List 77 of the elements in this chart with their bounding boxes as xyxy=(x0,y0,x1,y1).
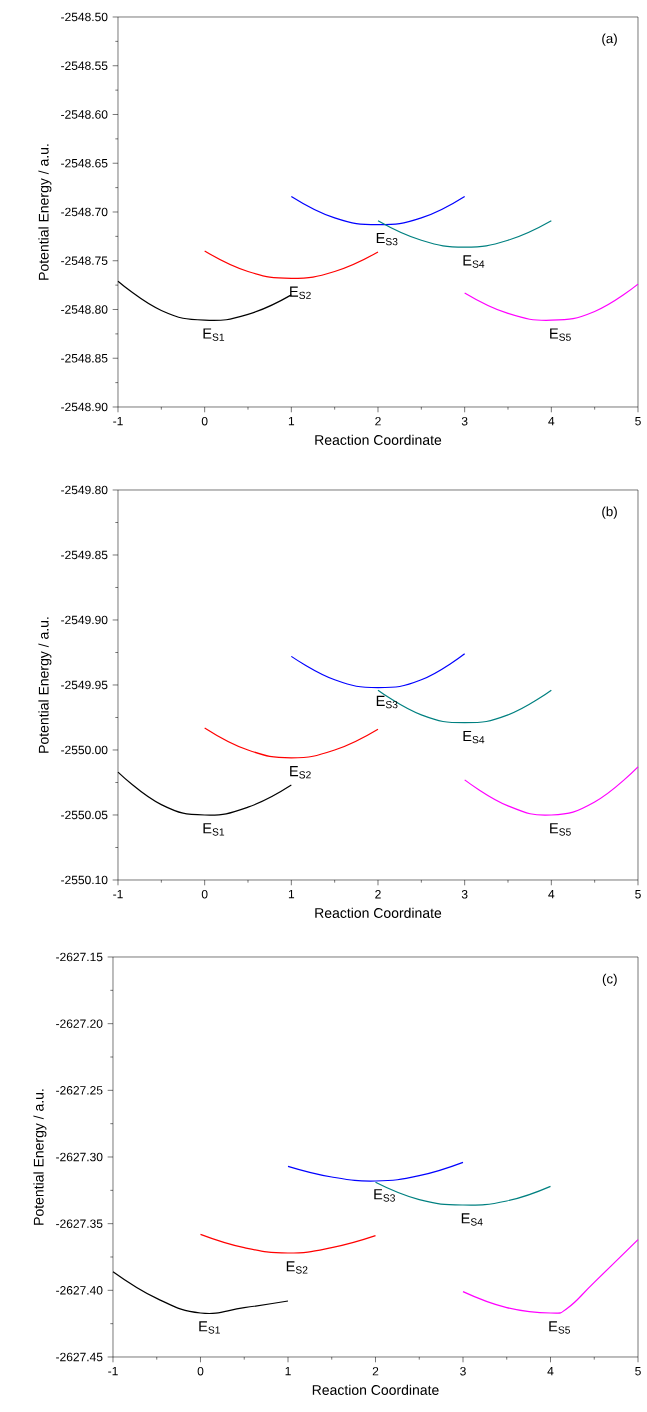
y-tick-label: -2548.50 xyxy=(61,12,108,22)
y-tick-label: -2627.45 xyxy=(56,1352,103,1362)
y-tick-label: -2627.15 xyxy=(56,952,103,962)
x-tick-label: 3 xyxy=(461,890,468,899)
x-tick-label: 4 xyxy=(547,1366,554,1376)
x-tick-label: 4 xyxy=(548,416,555,426)
annotation: E$_{S1}$ xyxy=(199,1321,220,1334)
annotation: E$_{S5}$ xyxy=(550,328,571,341)
y-tick-label: -2627.35 xyxy=(56,1219,103,1228)
y-axis-title: Potential Energy / a.u. xyxy=(38,144,52,280)
annotation: (c) xyxy=(602,973,617,987)
x-tick-label: 0 xyxy=(197,1366,204,1376)
annotation: E$_{S5}$ xyxy=(550,823,571,836)
y-tick-label: -2549.95 xyxy=(61,680,108,690)
y-tick-label: -2550.10 xyxy=(61,875,108,885)
x-tick-label: 5 xyxy=(635,1366,641,1376)
annotation: E$_{S2}$ xyxy=(286,1261,308,1274)
annotation: E$_{S1}$ xyxy=(203,823,225,836)
line-series xyxy=(287,1161,464,1182)
x-axis-title: Reaction Coordinate xyxy=(312,1384,439,1395)
annotation: E$_{S5}$ xyxy=(549,1321,570,1334)
x-tick-label: 1 xyxy=(288,416,295,426)
x-tick-label: 0 xyxy=(201,890,208,899)
x-tick-label: 5 xyxy=(635,890,641,899)
y-tick-label: -2548.75 xyxy=(61,256,108,265)
line-series xyxy=(462,1239,639,1314)
annotation: E$_{S3}$ xyxy=(376,232,398,246)
y-tick-label: -2550.00 xyxy=(61,745,108,755)
y-tick-label: -2550.05 xyxy=(61,810,108,820)
y-tick-label: -2627.40 xyxy=(56,1286,103,1295)
y-tick-label: -2548.55 xyxy=(61,61,108,70)
y-tick-label: -2627.20 xyxy=(56,1019,103,1028)
annotation: (a) xyxy=(602,33,617,46)
line-series xyxy=(204,727,379,759)
x-tick-label: 2 xyxy=(372,1366,379,1376)
x-tick-label: 3 xyxy=(461,416,468,426)
annotation: E$_{S4}$ xyxy=(463,255,485,268)
x-tick-label: 1 xyxy=(288,890,295,899)
annotation: E$_{S3}$ xyxy=(374,1189,395,1202)
x-axis-title: Reaction Coordinate xyxy=(315,907,442,918)
line-series xyxy=(374,1181,552,1206)
y-tick-label: -2549.90 xyxy=(61,615,108,625)
x-tick-label: 4 xyxy=(548,890,555,899)
x-tick-label: 3 xyxy=(460,1366,466,1376)
y-tick-label: -2627.30 xyxy=(56,1152,103,1162)
line-series xyxy=(290,653,466,689)
y-tick-label: -2548.60 xyxy=(61,110,108,119)
line-series xyxy=(204,250,379,279)
annotation: E$_{S1}$ xyxy=(203,328,225,341)
x-tick-label: 2 xyxy=(375,416,381,426)
annotation: E$_{S2}$ xyxy=(290,766,311,779)
x-tick-label: -1 xyxy=(113,416,123,426)
y-tick-label: -2549.80 xyxy=(61,485,108,495)
y-tick-label: -2548.85 xyxy=(61,353,108,363)
y-tick-label: -2549.85 xyxy=(61,550,108,560)
annotation: E$_{S4}$ xyxy=(461,1213,483,1226)
y-tick-label: -2548.80 xyxy=(61,305,108,314)
x-tick-label: 1 xyxy=(285,1366,291,1376)
annotation: (b) xyxy=(602,506,617,519)
y-tick-label: -2548.70 xyxy=(61,207,108,217)
annotation: E$_{S2}$ xyxy=(290,286,311,299)
x-tick-label: 2 xyxy=(375,890,381,899)
y-axis-title: Potential Energy / a.u. xyxy=(33,1089,47,1225)
line-series xyxy=(464,283,639,321)
y-axis-title: Potential Energy / a.u. xyxy=(38,617,52,753)
line-series xyxy=(199,1233,377,1254)
line-series xyxy=(464,766,639,816)
annotation: E$_{S4}$ xyxy=(463,730,485,744)
x-axis-title: Reaction Coordinate xyxy=(315,434,442,445)
x-tick-label: -1 xyxy=(113,890,123,899)
x-tick-label: 0 xyxy=(201,416,208,426)
y-tick-label: -2627.25 xyxy=(56,1086,103,1095)
y-tick-label: -2548.65 xyxy=(61,158,108,168)
annotation: E$_{S3}$ xyxy=(376,695,398,709)
y-tick-label: -2548.90 xyxy=(61,402,108,412)
x-tick-label: -1 xyxy=(108,1366,118,1376)
x-tick-label: 5 xyxy=(635,416,641,426)
